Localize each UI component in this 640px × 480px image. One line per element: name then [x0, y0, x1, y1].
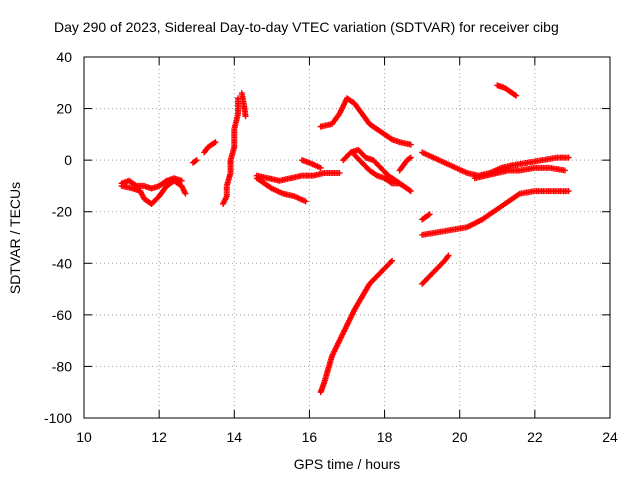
data-point [425, 212, 432, 219]
x-tick-label: 20 [452, 429, 468, 445]
gridlines [84, 57, 610, 418]
y-tick-label: -100 [44, 410, 72, 426]
x-tick-label: 12 [151, 429, 167, 445]
y-tick-label: -40 [52, 255, 72, 271]
data-point [407, 154, 414, 161]
data-point [192, 158, 199, 165]
data-point [211, 139, 218, 146]
data-series [351, 151, 403, 187]
data-point [242, 113, 249, 120]
data-point [317, 164, 324, 171]
data-series [238, 90, 249, 120]
x-axis-title: GPS time / hours [294, 456, 401, 472]
data-point [445, 252, 452, 259]
data-point [444, 253, 451, 260]
data-point [389, 257, 396, 264]
data-series [471, 164, 568, 182]
data-series [419, 149, 572, 179]
data-series [253, 170, 343, 184]
data-point [193, 157, 200, 164]
data-point [182, 190, 189, 197]
y-tick-label: 40 [56, 49, 72, 65]
data-point [406, 155, 413, 162]
x-tick-label: 22 [527, 429, 543, 445]
data-point [511, 91, 518, 98]
y-tick-label: -80 [52, 358, 72, 374]
data-series [396, 154, 414, 174]
data-points [118, 82, 572, 396]
data-point [407, 188, 414, 195]
data-series [494, 82, 520, 99]
data-point [406, 187, 413, 194]
y-axis-title: SDTVAR / TECUs [7, 182, 23, 294]
data-series [189, 157, 200, 166]
x-tick-label: 16 [302, 429, 318, 445]
data-series [317, 95, 414, 148]
data-series [220, 95, 242, 207]
x-tick-label: 14 [226, 429, 242, 445]
data-series [419, 252, 452, 287]
y-tick-label: 0 [64, 152, 72, 168]
y-tick-label: 20 [56, 101, 72, 117]
y-tick-label: -60 [52, 307, 72, 323]
data-point [387, 258, 394, 265]
data-point [178, 177, 185, 184]
data-series [201, 139, 219, 156]
data-point [565, 154, 572, 161]
data-series [419, 188, 572, 238]
data-point [407, 141, 414, 148]
chart-title: Day 290 of 2023, Sidereal Day-to-day VTE… [54, 19, 559, 35]
axis-ticks: 10 12 14 16 18 20 22 24 -100 -80 -60 -40 -20 0 20 40 [44, 49, 618, 445]
data-point [426, 211, 433, 218]
data-point [561, 167, 568, 174]
data-point [513, 92, 520, 99]
x-tick-label: 18 [377, 429, 393, 445]
x-tick-label: 10 [76, 429, 92, 445]
data-series [118, 177, 189, 207]
y-tick-label: -20 [52, 204, 72, 220]
data-series [253, 175, 309, 205]
data-point [336, 170, 343, 177]
data-point [565, 188, 572, 195]
data-point [302, 198, 309, 205]
data-series [298, 157, 324, 171]
data-series [317, 257, 396, 396]
data-series [340, 146, 414, 195]
plot-frame [83, 56, 611, 419]
data-point [387, 179, 394, 186]
data-point [212, 139, 219, 146]
data-point [396, 180, 403, 187]
x-tick-label: 24 [602, 429, 618, 445]
data-series [419, 211, 433, 223]
